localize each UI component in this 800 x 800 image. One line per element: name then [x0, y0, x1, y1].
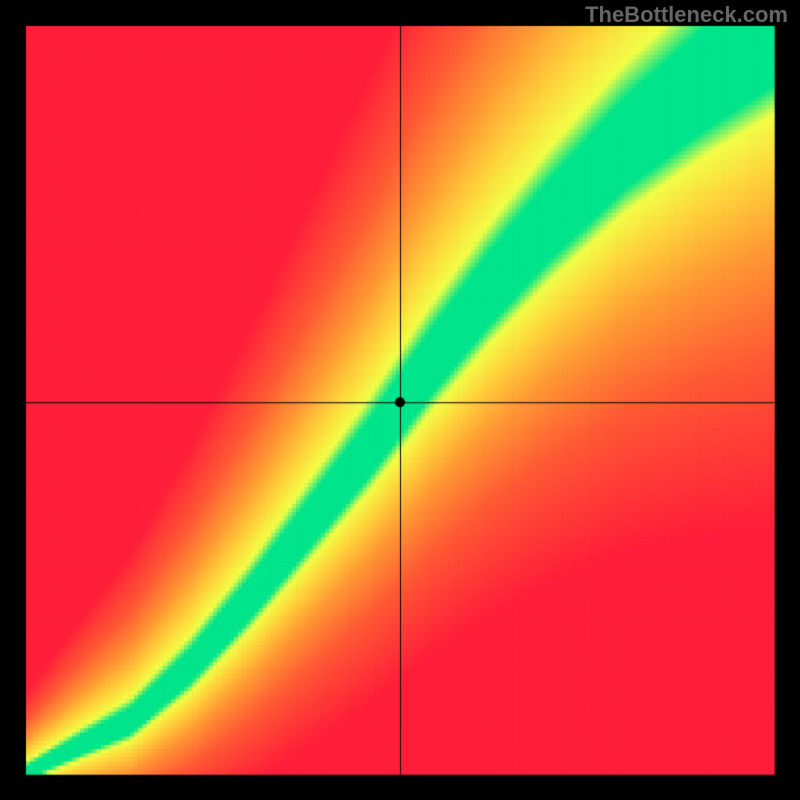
chart-frame: TheBottleneck.com: [0, 0, 800, 800]
bottleneck-heatmap-canvas: [0, 0, 800, 800]
watermark-text: TheBottleneck.com: [585, 2, 788, 28]
